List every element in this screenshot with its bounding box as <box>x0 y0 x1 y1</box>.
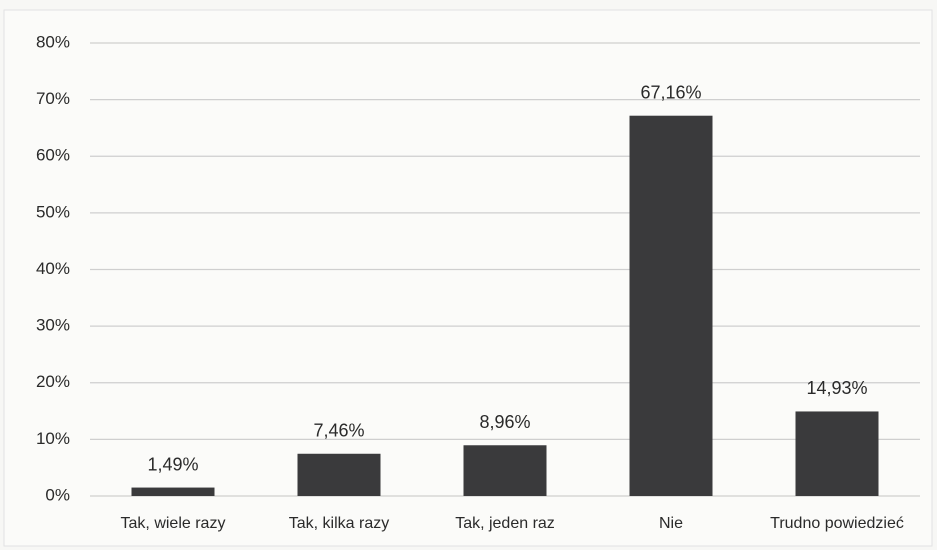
data-label: 7,46% <box>313 421 364 441</box>
data-label: 14,93% <box>806 378 867 398</box>
x-tick-label: Trudno powiedzieć <box>770 515 904 532</box>
y-tick-label: 40% <box>36 259 70 278</box>
y-tick-label: 70% <box>36 89 70 108</box>
x-tick-label: Tak, wiele razy <box>121 515 226 532</box>
bar <box>131 487 215 496</box>
bar <box>629 115 713 497</box>
x-tick-label: Tak, kilka razy <box>289 515 389 532</box>
x-tick-label: Tak, jeden raz <box>455 515 555 532</box>
y-tick-label: 10% <box>36 429 70 448</box>
y-tick-label: 0% <box>45 485 70 504</box>
x-tick-label: Nie <box>659 515 683 532</box>
y-tick-label: 50% <box>36 202 70 221</box>
y-tick-label: 80% <box>36 32 70 51</box>
y-tick-label: 30% <box>36 316 70 335</box>
bar <box>297 453 381 496</box>
data-label: 8,96% <box>479 412 530 432</box>
bar <box>795 411 879 496</box>
y-tick-label: 60% <box>36 146 70 165</box>
y-tick-label: 20% <box>36 372 70 391</box>
bar <box>463 445 547 496</box>
data-label: 1,49% <box>147 454 198 474</box>
data-label: 67,16% <box>640 82 701 102</box>
